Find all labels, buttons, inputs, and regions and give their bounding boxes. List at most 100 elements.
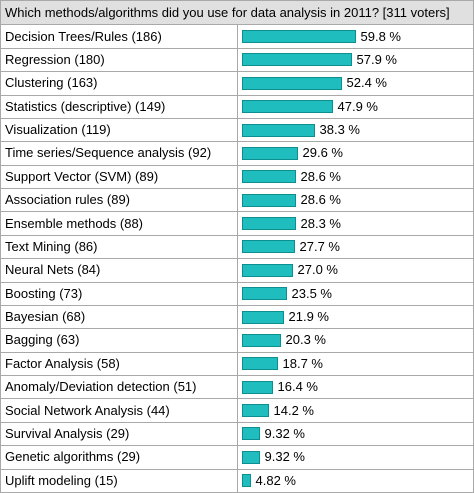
table-row: Statistics (descriptive) (149) 47.9 % [0,94,474,119]
bar [241,240,295,254]
bar [241,76,342,90]
table-row: Text Mining (86) 27.7 % [0,234,474,260]
bar [241,310,284,324]
category-label: Regression (180) [0,47,238,73]
bar-cell: 18.7 % [236,351,474,377]
bar [241,170,296,184]
bar-cell: 29.6 % [236,141,474,166]
bar [241,474,251,488]
data-label: 23.5 % [291,285,332,301]
bar [241,333,281,347]
bar-cell: 20.3 % [236,328,474,353]
category-label: Boosting (73) [0,281,238,306]
poll-title-row: Which methods/algorithms did you use for… [0,0,474,26]
bar-cell: 21.9 % [236,304,474,330]
data-label: 18.7 % [282,355,323,371]
table-row: Time series/Sequence analysis (92) 29.6 % [0,141,474,166]
bar [241,380,273,394]
category-label: Social Network Analysis (44) [0,398,238,423]
category-label: Ensemble methods (88) [0,211,238,236]
category-label: Genetic algorithms (29) [0,445,238,470]
bar [241,53,352,67]
table-row: Anomaly/Deviation detection (51) 16.4 % [0,375,474,400]
table-row: Genetic algorithms (29) 9.32 % [0,445,474,470]
bar [241,123,315,137]
bar [241,427,260,441]
data-label: 38.3 % [319,122,360,138]
data-label: 47.9 % [337,98,378,114]
table-row: Uplift modeling (15) 4.82 % [0,468,474,493]
bar [241,287,287,301]
table-row: Boosting (73) 23.5 % [0,281,474,306]
category-label: Clustering (163) [0,71,238,96]
table-row: Bagging (63) 20.3 % [0,328,474,353]
table-row: Association rules (89) 28.6 % [0,188,474,213]
data-label: 28.6 % [300,192,341,208]
table-row: Support Vector (SVM) (89) 28.6 % [0,164,474,190]
data-label: 21.9 % [288,309,329,325]
bar [241,217,296,231]
table-row: Decision Trees/Rules (186) 59.8 % [0,24,474,49]
table-row: Regression (180) 57.9 % [0,47,474,73]
bar-cell: 57.9 % [236,47,474,73]
data-label: 20.3 % [285,332,326,348]
table-row: Bayesian (68) 21.9 % [0,304,474,330]
category-label: Time series/Sequence analysis (92) [0,141,238,166]
bar-cell: 47.9 % [236,94,474,119]
bar-cell: 9.32 % [236,421,474,447]
bar-cell: 4.82 % [236,468,474,493]
data-label: 28.3 % [300,215,341,231]
table-row: Social Network Analysis (44) 14.2 % [0,398,474,423]
category-label: Association rules (89) [0,188,238,213]
category-label: Support Vector (SVM) (89) [0,164,238,190]
bar [241,100,333,114]
category-label: Factor Analysis (58) [0,351,238,377]
bar-cell: 28.6 % [236,188,474,213]
category-label: Text Mining (86) [0,234,238,260]
data-label: 4.82 % [255,472,296,488]
bar-cell: 9.32 % [236,445,474,470]
bar [241,263,293,277]
table-row: Survival Analysis (29) 9.32 % [0,421,474,447]
table-row: Neural Nets (84) 27.0 % [0,258,474,283]
bar-cell: 27.0 % [236,258,474,283]
bar [241,146,298,160]
bar-cell: 23.5 % [236,281,474,306]
bar [241,404,269,418]
bar-cell: 27.7 % [236,234,474,260]
bar [241,30,356,44]
category-label: Bagging (63) [0,328,238,353]
bar [241,193,296,207]
bar [241,357,278,371]
category-label: Uplift modeling (15) [0,468,238,493]
bar-cell: 28.3 % [236,211,474,236]
bar [241,450,260,464]
data-label: 27.7 % [299,238,340,254]
data-label: 14.2 % [273,402,314,418]
bar-cell: 38.3 % [236,117,474,143]
category-label: Neural Nets (84) [0,258,238,283]
data-label: 9.32 % [264,449,305,465]
data-label: 9.32 % [264,425,305,441]
bar-cell: 28.6 % [236,164,474,190]
data-label: 59.8 % [360,28,401,44]
data-label: 16.4 % [277,379,318,395]
category-label: Bayesian (68) [0,304,238,330]
bar-cell: 52.4 % [236,71,474,96]
category-label: Visualization (119) [0,117,238,143]
table-row: Ensemble methods (88) 28.3 % [0,211,474,236]
category-label: Survival Analysis (29) [0,421,238,447]
bar-cell: 59.8 % [236,24,474,49]
category-label: Decision Trees/Rules (186) [0,24,238,49]
category-label: Anomaly/Deviation detection (51) [0,375,238,400]
table-row: Visualization (119) 38.3 % [0,117,474,143]
table-row: Clustering (163) 52.4 % [0,71,474,96]
category-label: Statistics (descriptive) (149) [0,94,238,119]
data-label: 28.6 % [300,168,341,184]
data-label: 27.0 % [297,262,338,278]
data-label: 57.9 % [356,51,397,67]
chart-title: Which methods/algorithms did you use for… [0,0,474,26]
data-label: 29.6 % [302,145,343,161]
table-row: Factor Analysis (58) 18.7 % [0,351,474,377]
